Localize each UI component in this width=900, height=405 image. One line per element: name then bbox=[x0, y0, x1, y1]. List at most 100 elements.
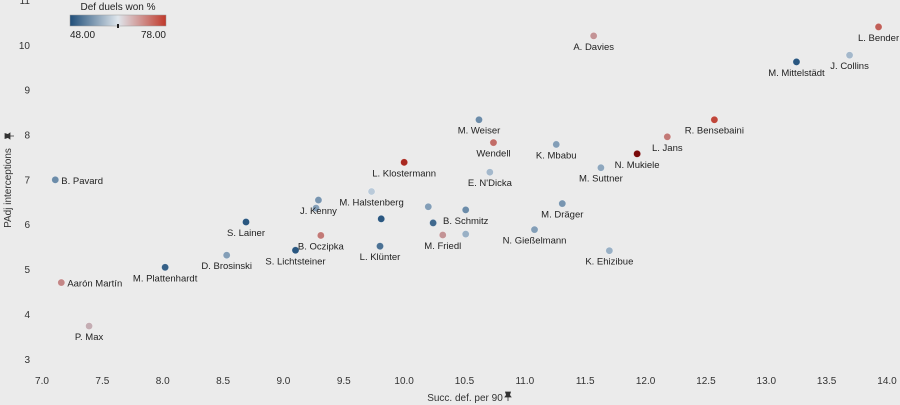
data-point[interactable] bbox=[367, 187, 376, 196]
x-tick-label: 8.0 bbox=[156, 376, 170, 387]
x-tick-label: 10.5 bbox=[455, 376, 475, 387]
data-point[interactable] bbox=[845, 51, 854, 60]
x-tick-label: 13.5 bbox=[817, 376, 837, 387]
y-tick-label: 8 bbox=[24, 131, 30, 142]
legend-title: Def duels won % bbox=[80, 2, 155, 13]
data-point[interactable] bbox=[51, 175, 60, 184]
data-point[interactable] bbox=[605, 246, 614, 255]
data-point[interactable] bbox=[429, 218, 438, 227]
data-point[interactable] bbox=[438, 231, 447, 239]
data-label: M. Mittelstädt bbox=[768, 68, 825, 79]
x-tick-label: 9.5 bbox=[337, 376, 351, 387]
x-axis-ticks: 7.0 7.5 8.0 8.5 9.0 9.5 10.0 10.5 11.0 11.5 12.0 12… bbox=[35, 376, 897, 387]
data-point[interactable] bbox=[633, 149, 642, 158]
data-point[interactable] bbox=[792, 57, 801, 66]
data-label: B. Oczipka bbox=[298, 241, 345, 252]
legend-min-label: 48.00 bbox=[70, 30, 95, 41]
data-point[interactable] bbox=[589, 31, 598, 40]
data-point[interactable] bbox=[376, 242, 384, 251]
data-point[interactable] bbox=[400, 158, 409, 167]
x-tick-label: 14.0 bbox=[877, 376, 897, 387]
data-point[interactable] bbox=[710, 115, 719, 124]
data-point[interactable] bbox=[530, 225, 539, 234]
data-point[interactable] bbox=[874, 23, 883, 31]
x-tick-label: 10.0 bbox=[394, 376, 414, 387]
data-points bbox=[51, 23, 883, 330]
y-tick-label: 5 bbox=[24, 265, 30, 276]
data-point[interactable] bbox=[312, 204, 320, 212]
data-label: J. Kenny bbox=[300, 206, 337, 217]
data-point[interactable] bbox=[552, 140, 561, 149]
data-label: P. Max bbox=[75, 332, 104, 343]
data-label: L. Bender bbox=[858, 33, 899, 44]
data-label: L. Klünter bbox=[360, 252, 401, 263]
data-label: S. Lichtsteiner bbox=[265, 256, 325, 267]
x-tick-label: 9.0 bbox=[276, 376, 290, 387]
data-label: E. N'Dicka bbox=[468, 178, 513, 189]
y-tick-label: 11 bbox=[20, 0, 31, 7]
data-label: M. Friedl bbox=[424, 241, 461, 252]
data-point[interactable] bbox=[489, 138, 498, 147]
data-label: N. Mukiele bbox=[615, 160, 660, 171]
data-point[interactable] bbox=[377, 214, 386, 223]
data-label: Aarón Martín bbox=[67, 279, 122, 290]
x-tick-label: 11.0 bbox=[515, 376, 534, 387]
data-label: L. Klostermann bbox=[372, 168, 436, 179]
x-axis-title: Succ. def. per 90 bbox=[427, 393, 503, 404]
data-point[interactable] bbox=[461, 230, 470, 239]
data-point[interactable] bbox=[316, 231, 325, 240]
data-point[interactable] bbox=[461, 205, 470, 214]
data-label: R. Bensebaini bbox=[685, 126, 744, 137]
data-label: K. Ehizibue bbox=[585, 257, 633, 268]
y-tick-label: 3 bbox=[24, 355, 30, 366]
data-point[interactable] bbox=[663, 132, 672, 141]
data-label: M. Dräger bbox=[541, 210, 583, 221]
data-label: B. Schmitz bbox=[443, 216, 489, 227]
y-tick-label: 6 bbox=[24, 220, 30, 231]
x-tick-label: 8.5 bbox=[216, 376, 230, 387]
y-axis-pin-icon bbox=[4, 132, 14, 140]
data-point[interactable] bbox=[161, 263, 170, 272]
y-tick-label: 4 bbox=[24, 310, 30, 321]
data-label: M. Plattenhardt bbox=[133, 273, 198, 284]
x-tick-label: 7.0 bbox=[35, 376, 49, 387]
data-label: Wendell bbox=[476, 149, 510, 160]
data-label: S. Lainer bbox=[227, 228, 265, 239]
y-tick-label: 10 bbox=[19, 41, 31, 52]
data-point[interactable] bbox=[242, 218, 250, 226]
data-label: L. Jans bbox=[652, 143, 683, 154]
data-point[interactable] bbox=[291, 246, 300, 255]
data-label: K. Mbabu bbox=[536, 150, 577, 161]
data-label: D. Brosinski bbox=[201, 261, 252, 272]
data-label: J. Collins bbox=[830, 61, 869, 72]
data-label: M. Weiser bbox=[458, 126, 501, 137]
x-tick-label: 13.0 bbox=[757, 376, 777, 387]
data-point[interactable] bbox=[597, 163, 605, 172]
y-axis-title: PAdj interceptions bbox=[3, 148, 14, 228]
data-label: M. Halstenberg bbox=[339, 198, 403, 209]
x-tick-label: 12.5 bbox=[696, 376, 716, 387]
data-point[interactable] bbox=[222, 251, 231, 260]
y-tick-label: 7 bbox=[24, 175, 30, 186]
data-label: A. Davies bbox=[573, 42, 614, 53]
data-point[interactable] bbox=[485, 168, 494, 177]
data-point[interactable] bbox=[558, 199, 567, 208]
y-axis-ticks: 3 4 5 6 7 8 9 10 11 bbox=[19, 0, 31, 366]
data-point[interactable] bbox=[424, 202, 433, 211]
data-label: B. Pavard bbox=[61, 176, 103, 187]
color-legend: Def duels won % 48.00 78.00 bbox=[69, 2, 166, 41]
data-label: M. Suttner bbox=[579, 174, 623, 185]
x-tick-label: 12.0 bbox=[636, 376, 656, 387]
x-axis-pin-icon bbox=[504, 391, 512, 401]
legend-mid-marker bbox=[117, 24, 119, 28]
data-point[interactable] bbox=[314, 196, 323, 204]
data-label: N. Gießelmann bbox=[503, 236, 567, 247]
data-labels: L. Bender A. Davies M. Mittelstädt J. Colli… bbox=[61, 33, 899, 343]
data-point[interactable] bbox=[85, 322, 93, 330]
data-point[interactable] bbox=[57, 278, 66, 287]
x-tick-label: 7.5 bbox=[95, 376, 109, 387]
y-tick-label: 9 bbox=[24, 86, 30, 97]
data-point[interactable] bbox=[475, 115, 483, 124]
x-tick-label: 11.5 bbox=[576, 376, 595, 387]
